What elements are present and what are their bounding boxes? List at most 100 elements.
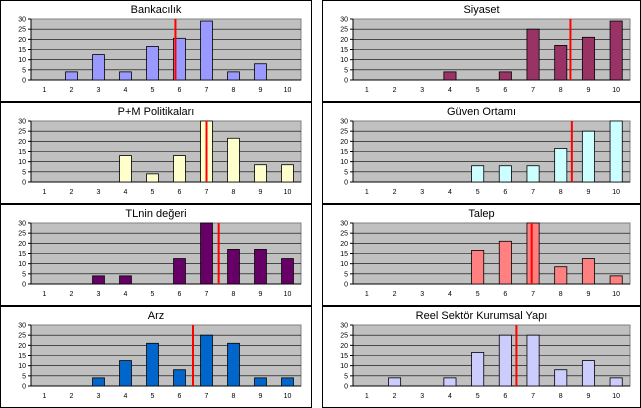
x-tick-label: 7 bbox=[205, 291, 209, 298]
bar bbox=[526, 334, 540, 387]
bar bbox=[443, 377, 457, 387]
bar-chart-siyaset: 0 5 10 15 20 25 30 1 2 3 4 5 6 7 8 9 10 bbox=[340, 17, 631, 94]
chart-panel-guven-ortami: Güven Ortamı 0 5 10 15 20 25 30 1 2 3 4 5 6 7 8 9 10 bbox=[322, 102, 641, 204]
x-tick-label: 5 bbox=[476, 87, 480, 94]
x-tick-label: 8 bbox=[232, 393, 236, 400]
x-tick-label: 5 bbox=[151, 87, 155, 94]
bar-chart-bankacilik: 0 5 10 15 20 25 30 1 2 3 4 5 6 7 8 9 10 bbox=[18, 17, 302, 94]
bar bbox=[146, 173, 159, 183]
bar bbox=[173, 37, 186, 81]
x-tick-label: 3 bbox=[97, 87, 101, 94]
x-tick-label: 5 bbox=[151, 291, 155, 298]
bar bbox=[254, 377, 267, 387]
bar bbox=[119, 275, 132, 285]
bar bbox=[146, 342, 159, 387]
x-tick-label: 2 bbox=[393, 291, 397, 298]
y-tick-label: 15 bbox=[340, 149, 348, 156]
bar bbox=[388, 377, 402, 387]
x-tick-label: 4 bbox=[448, 393, 452, 400]
x-tick-label: 7 bbox=[205, 393, 209, 400]
y-tick-label: 20 bbox=[18, 139, 26, 146]
y-tick-label: 15 bbox=[340, 47, 348, 54]
x-tick-label: 4 bbox=[448, 189, 452, 196]
x-tick-label: 7 bbox=[205, 189, 209, 196]
x-tick-label: 10 bbox=[612, 393, 620, 400]
x-tick-label: 3 bbox=[420, 87, 424, 94]
y-tick-label: 0 bbox=[22, 180, 26, 187]
y-tick-label: 30 bbox=[340, 221, 348, 228]
bar bbox=[173, 369, 186, 387]
y-tick-label: 0 bbox=[22, 384, 26, 391]
y-tick-label: 0 bbox=[344, 282, 348, 289]
x-tick-label: 9 bbox=[259, 87, 263, 94]
x-tick-label: 1 bbox=[43, 393, 47, 400]
y-tick-label: 20 bbox=[18, 343, 26, 350]
x-tick-label: 2 bbox=[393, 189, 397, 196]
y-tick-label: 20 bbox=[18, 241, 26, 248]
x-tick-label: 7 bbox=[531, 87, 535, 94]
y-tick-label: 25 bbox=[340, 333, 348, 340]
x-tick-label: 1 bbox=[365, 393, 369, 400]
x-tick-label: 1 bbox=[43, 189, 47, 196]
x-tick-label: 6 bbox=[178, 291, 182, 298]
x-tick-label: 10 bbox=[612, 189, 620, 196]
bar bbox=[581, 360, 595, 387]
bar-chart-pm-politikalari: 0 5 10 15 20 25 30 1 2 3 4 5 6 7 8 9 10 bbox=[18, 119, 302, 196]
x-tick-label: 8 bbox=[232, 189, 236, 196]
bar bbox=[119, 71, 132, 81]
x-tick-label: 3 bbox=[420, 291, 424, 298]
x-tick-label: 3 bbox=[97, 189, 101, 196]
bar bbox=[526, 165, 540, 183]
bar-chart-arz: 0 5 10 15 20 25 30 1 2 3 4 5 6 7 8 9 10 bbox=[18, 323, 302, 400]
bar-chart-talep: 0 5 10 15 20 25 30 1 2 3 4 5 6 7 8 9 10 bbox=[340, 221, 631, 298]
y-tick-label: 25 bbox=[18, 231, 26, 238]
bar bbox=[173, 155, 186, 183]
y-tick-label: 5 bbox=[344, 67, 348, 74]
bar bbox=[554, 148, 568, 183]
bar bbox=[498, 71, 512, 81]
bar bbox=[609, 377, 623, 387]
bar bbox=[92, 377, 105, 387]
x-tick-label: 9 bbox=[259, 291, 263, 298]
y-tick-label: 5 bbox=[344, 271, 348, 278]
bar bbox=[526, 222, 540, 285]
bar bbox=[498, 240, 512, 285]
x-tick-label: 1 bbox=[365, 189, 369, 196]
x-tick-label: 10 bbox=[284, 393, 292, 400]
x-tick-label: 1 bbox=[43, 291, 47, 298]
x-tick-label: 7 bbox=[531, 291, 535, 298]
y-tick-label: 5 bbox=[22, 271, 26, 278]
y-tick-label: 20 bbox=[340, 37, 348, 44]
y-tick-label: 25 bbox=[18, 27, 26, 34]
x-tick-label: 9 bbox=[586, 393, 590, 400]
bar bbox=[498, 165, 512, 183]
bar bbox=[65, 71, 78, 81]
x-tick-label: 1 bbox=[365, 291, 369, 298]
y-tick-label: 30 bbox=[18, 17, 26, 24]
chart-title: Talep bbox=[468, 208, 495, 220]
bar bbox=[498, 334, 512, 387]
x-tick-label: 6 bbox=[178, 393, 182, 400]
bar bbox=[471, 165, 485, 183]
x-tick-label: 6 bbox=[503, 189, 507, 196]
y-tick-label: 10 bbox=[340, 159, 348, 166]
x-tick-label: 8 bbox=[559, 291, 563, 298]
x-tick-label: 3 bbox=[97, 291, 101, 298]
chart-title: Reel Sektör Kurumsal Yapı bbox=[415, 310, 548, 322]
bar-chart-reel-sektor: 0 5 10 15 20 25 30 1 2 3 4 5 6 7 8 9 10 bbox=[340, 323, 631, 400]
x-tick-label: 7 bbox=[205, 87, 209, 94]
bar bbox=[554, 266, 568, 285]
x-tick-label: 8 bbox=[559, 393, 563, 400]
bar bbox=[609, 275, 623, 285]
x-tick-label: 8 bbox=[559, 189, 563, 196]
y-tick-label: 20 bbox=[340, 343, 348, 350]
bar bbox=[200, 334, 213, 387]
x-tick-label: 4 bbox=[124, 393, 128, 400]
x-tick-label: 4 bbox=[124, 87, 128, 94]
x-tick-label: 8 bbox=[559, 87, 563, 94]
y-tick-label: 15 bbox=[18, 47, 26, 54]
x-tick-label: 10 bbox=[284, 87, 292, 94]
bar bbox=[609, 20, 623, 81]
y-tick-label: 5 bbox=[344, 169, 348, 176]
bar bbox=[554, 45, 568, 81]
